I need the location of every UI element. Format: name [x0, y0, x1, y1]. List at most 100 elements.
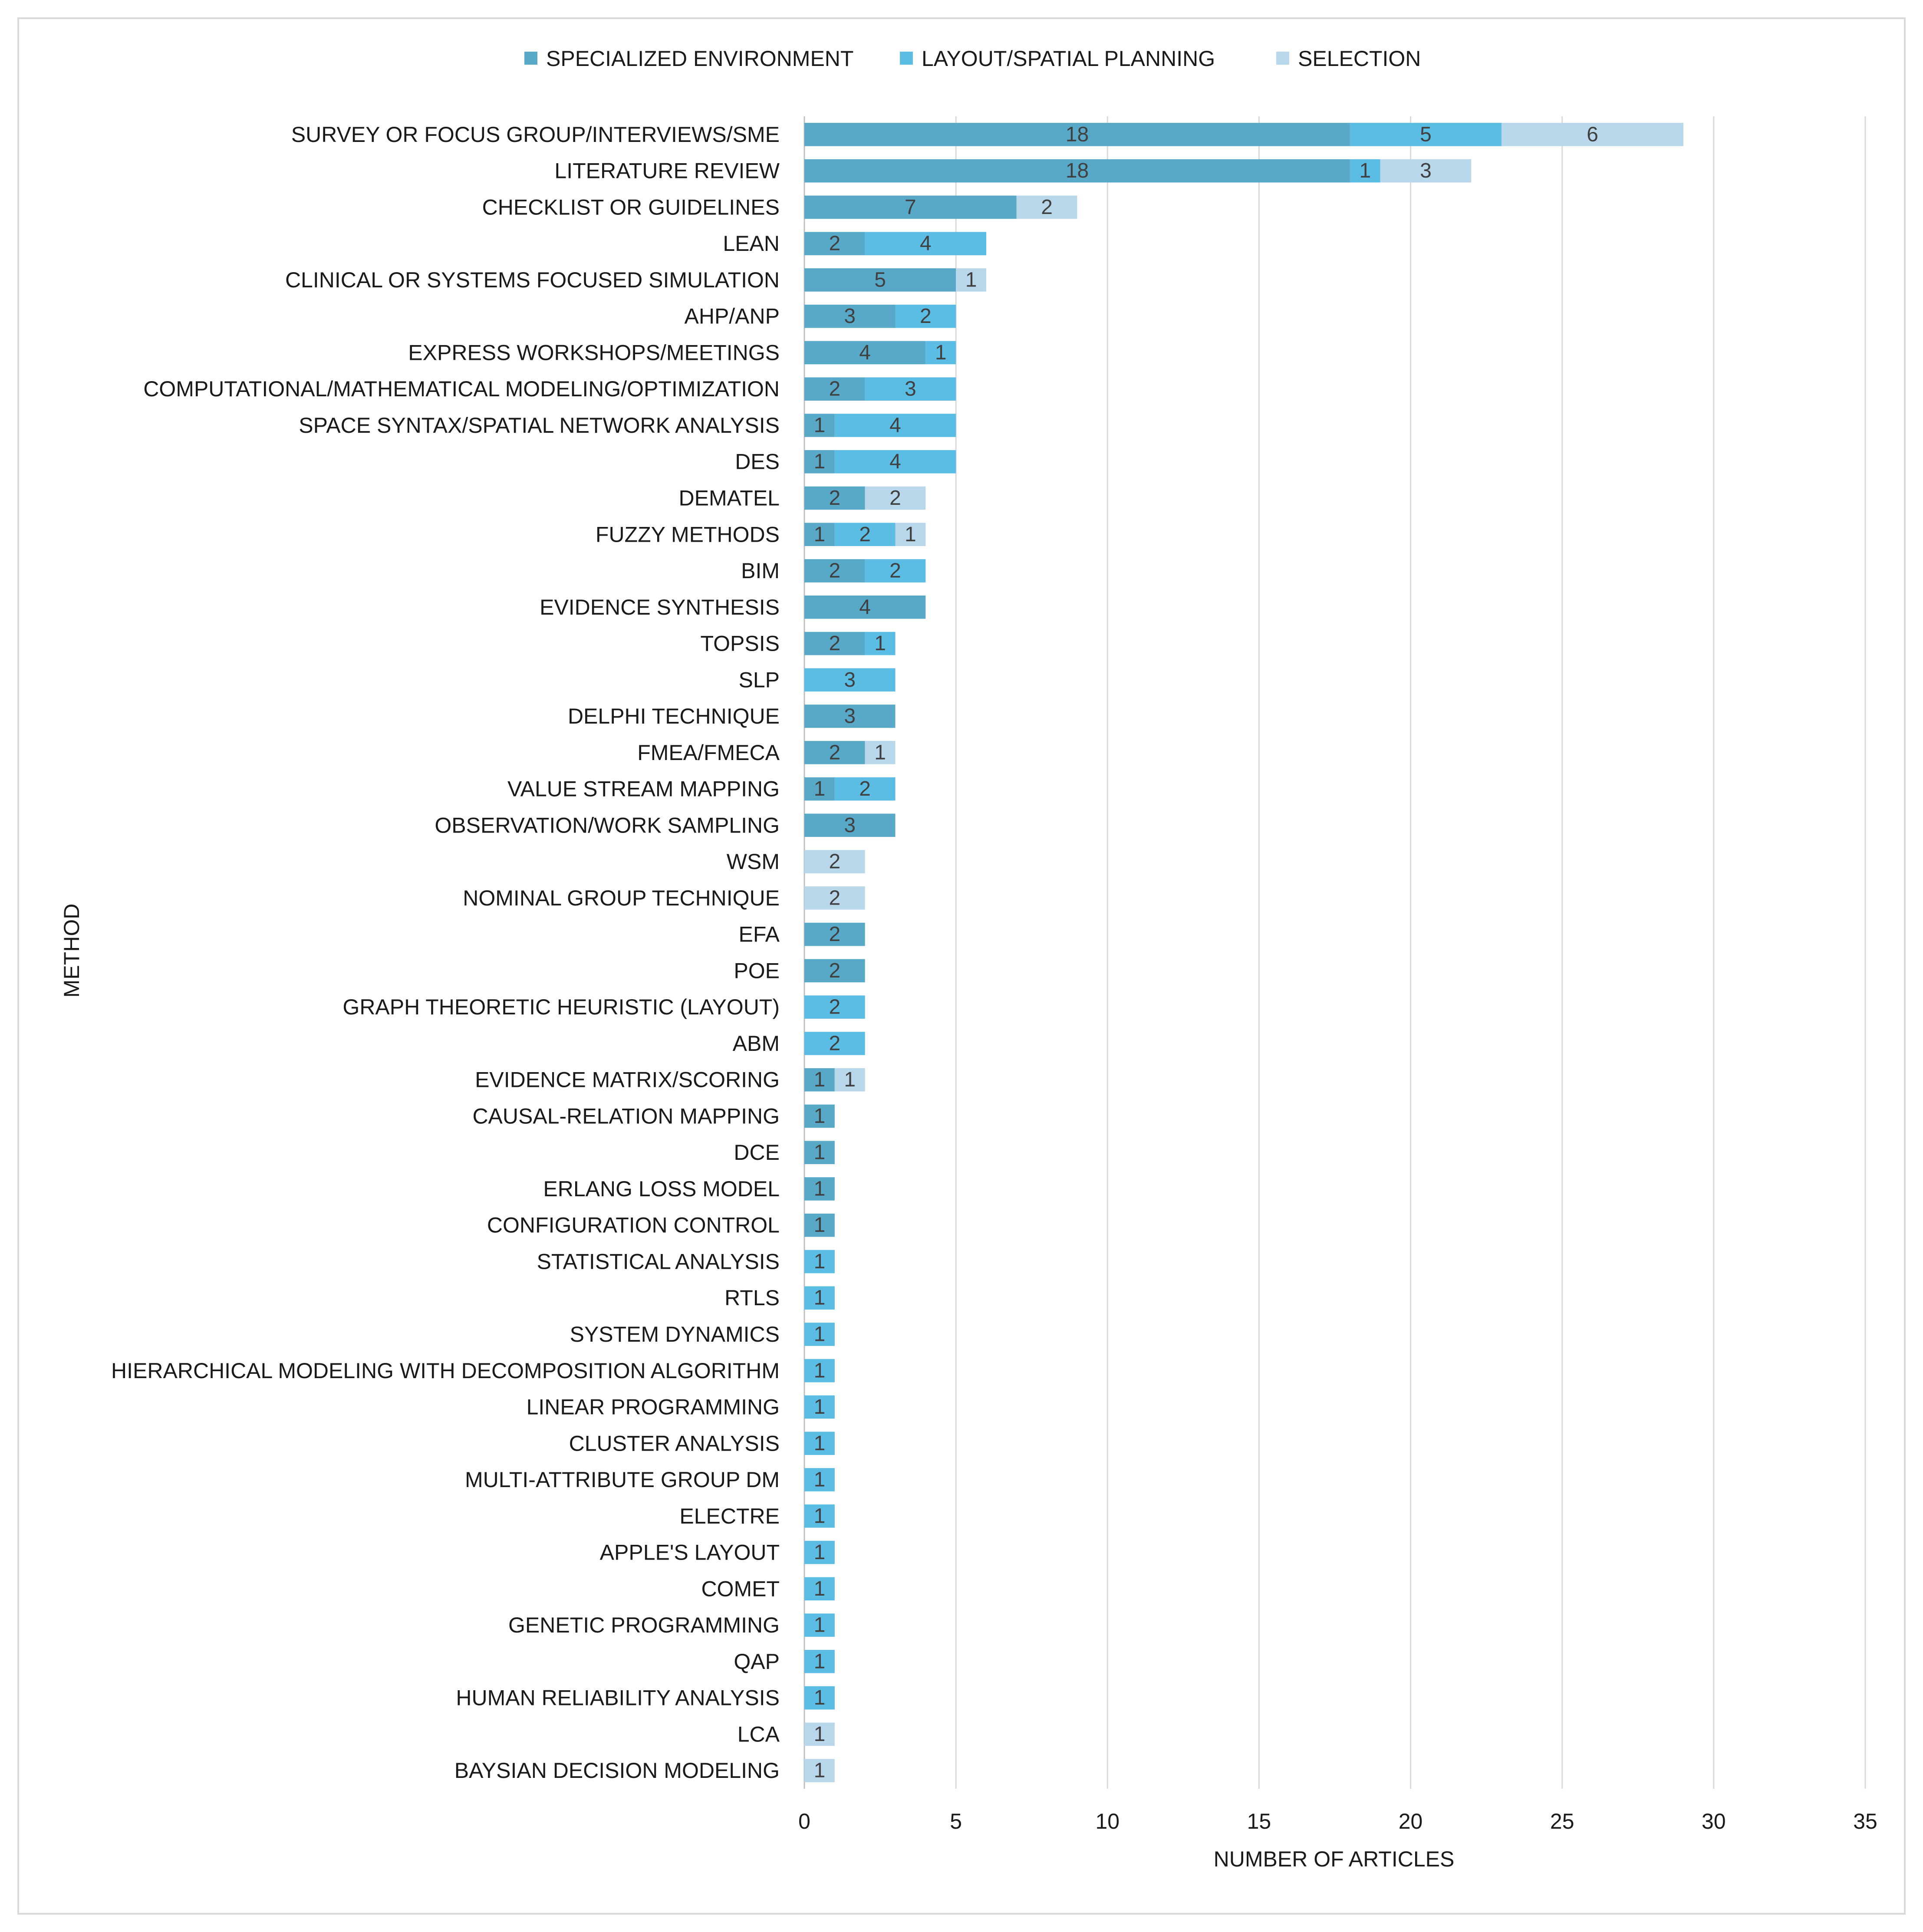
bar-segment — [804, 632, 865, 655]
category-label: SYSTEM DYNAMICS — [570, 1322, 780, 1346]
bar-segment — [804, 559, 865, 583]
x-tick-label: 35 — [1853, 1809, 1877, 1833]
bar-segment — [804, 486, 865, 510]
data-label: 1 — [814, 1650, 826, 1673]
category-label: ELECTRE — [679, 1504, 780, 1528]
category-label: SLP — [738, 668, 780, 692]
bar-segment — [804, 1359, 835, 1382]
data-label: 1 — [814, 777, 826, 800]
x-tick-label: 0 — [798, 1809, 810, 1833]
data-label: 2 — [829, 232, 840, 255]
bar-segment — [804, 1650, 835, 1673]
bar-segment — [804, 1686, 835, 1710]
bar-segment — [804, 232, 865, 255]
bar-segment — [804, 886, 865, 910]
bar-segment — [1016, 195, 1077, 219]
data-label: 2 — [829, 1032, 840, 1055]
category-label: BAYSIAN DECISION MODELING — [454, 1758, 780, 1783]
bar-segment — [804, 1577, 835, 1601]
bar-segment — [804, 1395, 835, 1419]
data-label: 1 — [814, 1323, 826, 1346]
bar-segment — [804, 995, 865, 1019]
category-label: APPLE'S LAYOUT — [600, 1540, 780, 1565]
data-label: 1 — [814, 1504, 826, 1527]
category-label: CAUSAL-RELATION MAPPING — [472, 1104, 780, 1128]
bar-segment — [865, 632, 896, 655]
bar-segment — [804, 704, 896, 728]
data-label: 1 — [905, 523, 916, 546]
bar-segment — [834, 414, 956, 437]
category-label: WSM — [727, 849, 780, 874]
category-label: EVIDENCE SYNTHESIS — [540, 595, 780, 619]
bar-segment — [865, 559, 926, 583]
category-label: HIERARCHICAL MODELING WITH DECOMPOSITION… — [111, 1359, 780, 1383]
x-tick-label: 20 — [1399, 1809, 1423, 1833]
bar-segment — [804, 1104, 835, 1128]
data-label: 7 — [905, 196, 916, 219]
data-label: 1 — [965, 268, 977, 291]
data-label: 1 — [814, 1105, 826, 1128]
data-label: 1 — [814, 1214, 826, 1237]
data-label: 4 — [889, 414, 901, 437]
chart-frame — [17, 17, 1906, 1915]
bar-segment — [804, 922, 865, 946]
data-label: 1 — [814, 523, 826, 546]
bar-segment — [804, 1722, 835, 1746]
bar-segment — [804, 1759, 835, 1782]
bar-segment — [865, 377, 956, 401]
data-label: 1 — [814, 1250, 826, 1273]
bar-segment — [804, 741, 865, 764]
data-label: 1 — [814, 1432, 826, 1455]
data-label: 18 — [1066, 123, 1089, 146]
bar-segment — [804, 813, 896, 837]
bar-segment — [804, 1250, 835, 1274]
legend-item: LAYOUT/SPATIAL PLANNING — [900, 46, 1215, 71]
bar-segment — [1380, 159, 1472, 183]
bar-segment — [804, 195, 1017, 219]
bar-segment — [804, 1032, 865, 1055]
bar-segment — [834, 777, 896, 801]
data-label: 2 — [829, 959, 840, 982]
category-label: EXPRESS WORKSHOPS/MEETINGS — [408, 340, 780, 365]
legend-swatch — [1276, 52, 1289, 65]
category-label: EFA — [739, 922, 780, 947]
bar-segment — [804, 523, 835, 546]
data-label: 4 — [859, 341, 871, 364]
bar-segment — [865, 486, 926, 510]
data-label: 2 — [829, 632, 840, 655]
data-label: 6 — [1587, 123, 1598, 146]
category-label: NOMINAL GROUP TECHNIQUE — [463, 886, 780, 910]
data-label: 4 — [859, 596, 871, 619]
bar-segment — [804, 595, 926, 619]
bar-segment — [1350, 159, 1380, 183]
data-label: 1 — [844, 1068, 856, 1091]
bar-segment — [804, 450, 835, 474]
bar-segment — [804, 304, 896, 328]
x-tick-label: 10 — [1095, 1809, 1120, 1833]
data-label: 2 — [829, 850, 840, 873]
bar-segment — [895, 304, 956, 328]
data-label: 2 — [859, 777, 871, 800]
category-label: GRAPH THEORETIC HEURISTIC (LAYOUT) — [342, 995, 780, 1019]
category-label: DEMATEL — [679, 486, 780, 510]
bar-segment — [895, 523, 926, 546]
bar-segment — [834, 523, 896, 546]
legend-swatch — [524, 52, 537, 65]
data-label: 2 — [829, 996, 840, 1019]
gridlines — [803, 116, 1866, 1789]
data-label: 1 — [874, 741, 886, 764]
data-label: 1 — [814, 1396, 826, 1419]
category-labels: SURVEY OR FOCUS GROUP/INTERVIEWS/SME LITE… — [111, 122, 780, 1783]
data-label: 2 — [829, 560, 840, 583]
data-label: 3 — [844, 705, 856, 728]
data-label: 1 — [874, 632, 886, 655]
category-label: DELPHI TECHNIQUE — [568, 704, 780, 728]
category-label: LINEAR PROGRAMMING — [527, 1395, 780, 1419]
legend-swatch — [900, 52, 913, 65]
category-label: SURVEY OR FOCUS GROUP/INTERVIEWS/SME — [291, 122, 780, 147]
x-tick-label: 30 — [1702, 1809, 1726, 1833]
data-label: 1 — [814, 1614, 826, 1637]
x-tick-label: 5 — [950, 1809, 962, 1833]
